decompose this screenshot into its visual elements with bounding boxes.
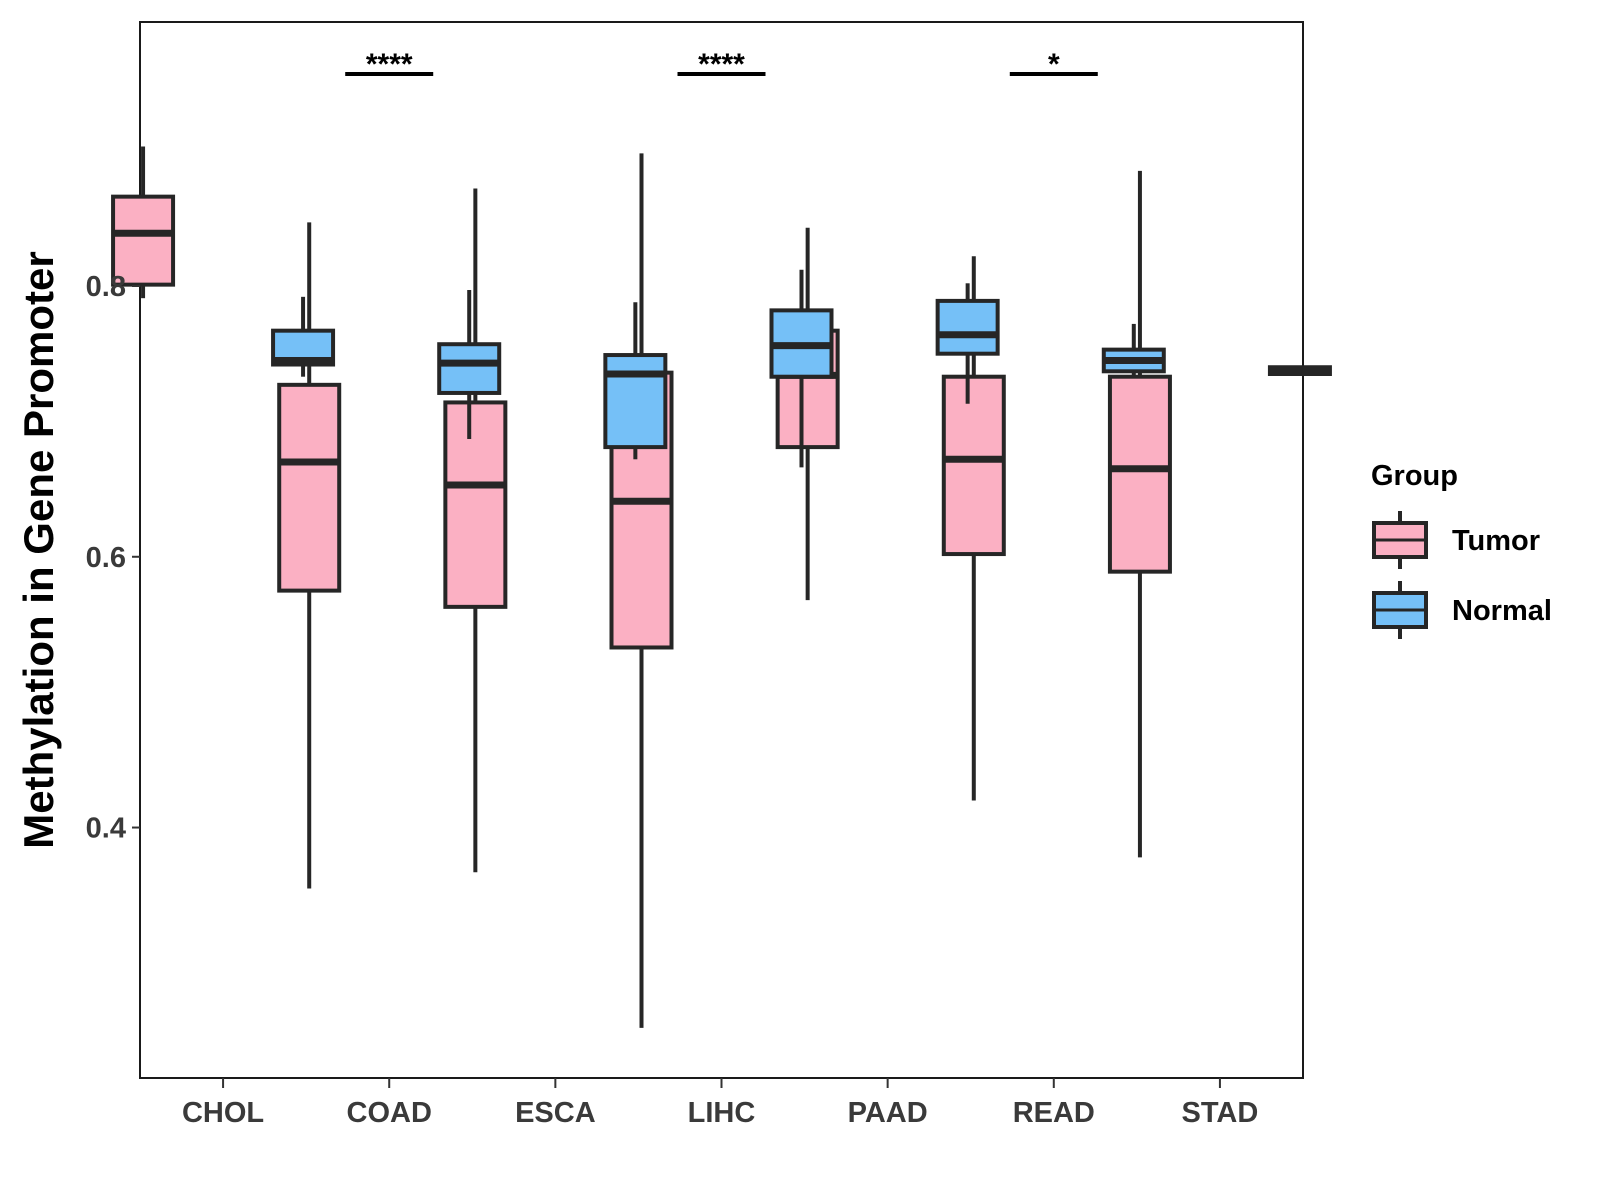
iqr-box	[437, 342, 502, 395]
significance-lihc: ****	[677, 48, 766, 81]
box-normal-stad	[1267, 365, 1332, 377]
box-tumor-chol	[111, 146, 176, 299]
box-normal-read	[1101, 323, 1166, 377]
x-tick-label: ESCA	[515, 1097, 596, 1129]
y-tick-label: 0.8	[86, 271, 126, 303]
iqr-box	[935, 298, 1000, 356]
x-tick-label: COAD	[347, 1097, 432, 1129]
box-layer	[111, 146, 1332, 1028]
significance-label: ****	[698, 48, 745, 81]
iqr-box	[443, 400, 508, 609]
significance-label: ****	[366, 48, 413, 81]
significance-label: *	[1048, 48, 1060, 81]
legend-item-normal: Normal	[1372, 581, 1552, 639]
iqr-box	[111, 194, 176, 287]
significance-layer: **** **** *	[345, 48, 1098, 81]
iqr-box	[277, 382, 342, 593]
significance-coad: ****	[345, 48, 434, 81]
y-axis-title: Methylation in Gene Promoter	[15, 251, 62, 848]
box-normal-esca	[603, 302, 668, 460]
legend-title: Group	[1371, 460, 1458, 492]
box-tumor-esca	[443, 188, 508, 873]
significance-read: *	[1009, 48, 1098, 81]
legend-label: Normal	[1452, 595, 1552, 627]
box-normal-coad	[437, 290, 502, 439]
legend: Group Tumor Normal	[1371, 460, 1552, 639]
legend-item-tumor: Tumor	[1372, 511, 1540, 569]
box-normal-chol	[271, 296, 336, 377]
x-tick-label: LIHC	[688, 1097, 756, 1129]
y-axis: 0.4 0.6 0.8	[86, 271, 140, 845]
iqr-box	[1107, 374, 1172, 574]
x-tick-label: CHOL	[182, 1097, 264, 1129]
iqr-box	[941, 374, 1006, 557]
x-tick-label: STAD	[1182, 1097, 1259, 1129]
box-tumor-read	[941, 256, 1006, 801]
box-tumor-stad	[1107, 170, 1172, 858]
x-axis: CHOL COAD ESCA LIHC PAAD READ STAD	[182, 1078, 1258, 1129]
y-tick-label: 0.6	[86, 542, 126, 574]
x-tick-label: READ	[1013, 1097, 1095, 1129]
box-normal-lihc	[769, 269, 834, 468]
legend-label: Tumor	[1452, 525, 1540, 557]
box-normal-paad	[935, 283, 1000, 404]
y-tick-label: 0.4	[86, 813, 126, 845]
x-tick-label: PAAD	[848, 1097, 928, 1129]
iqr-box	[603, 353, 668, 450]
